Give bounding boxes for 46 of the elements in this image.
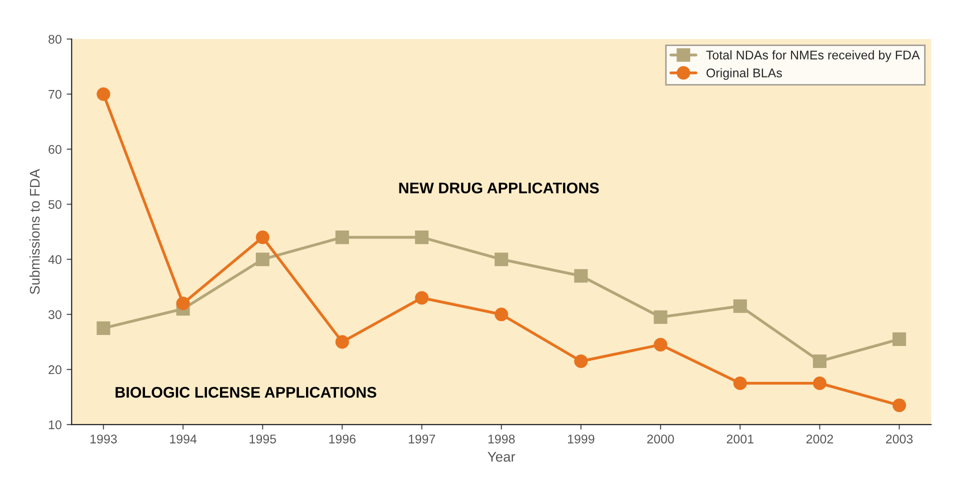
point (415, 230, 429, 244)
point (574, 354, 588, 368)
x-tick-label: 2000 (647, 434, 674, 444)
point (494, 308, 508, 322)
x-tick-label: 1999 (568, 434, 594, 444)
point (415, 291, 429, 305)
y-tick-label: 60 (48, 144, 62, 154)
point (654, 310, 668, 324)
point (256, 230, 270, 244)
point (812, 354, 826, 368)
x-tick-label: 2002 (806, 434, 833, 444)
point (256, 252, 270, 266)
y-tick-label: 20 (48, 365, 62, 374)
point (96, 87, 110, 101)
point (733, 376, 747, 390)
y-tick-label: 80 (48, 34, 62, 44)
y-tick-label: 10 (48, 420, 62, 430)
point (335, 230, 349, 244)
point (574, 269, 588, 283)
x-tick-label: 1996 (329, 434, 356, 444)
x-axis-title: Year (488, 452, 516, 462)
point (892, 398, 906, 412)
point (892, 332, 906, 346)
y-tick-label: 70 (48, 90, 62, 99)
point (494, 252, 508, 266)
point (812, 376, 826, 390)
x-tick-label: 1993 (90, 434, 117, 444)
y-tick-label: 50 (48, 200, 62, 209)
point (335, 335, 349, 349)
annotation: NEW DRUG APPLICATIONS (399, 182, 599, 194)
point (654, 338, 668, 352)
y-axis-title: Submissions to FDA (30, 168, 40, 294)
x-tick-label: 1994 (170, 434, 197, 444)
legend-label: Total NDAs for NMEs received by FDA (706, 50, 920, 62)
legend-label: Original BLAs (706, 68, 782, 80)
x-tick-label: 1997 (408, 434, 436, 444)
y-tick-label: 30 (48, 310, 62, 320)
x-tick-label: 2001 (726, 434, 754, 444)
annotation: BIOLOGIC LICENSE APPLICATIONS (116, 386, 376, 398)
x-tick-label: 1995 (250, 434, 276, 444)
point (96, 321, 110, 335)
y-tick-label: 40 (48, 255, 62, 264)
point (176, 296, 190, 310)
x-tick-label: 2003 (886, 434, 913, 444)
x-tick-label: 1998 (488, 434, 515, 444)
point (733, 299, 747, 313)
